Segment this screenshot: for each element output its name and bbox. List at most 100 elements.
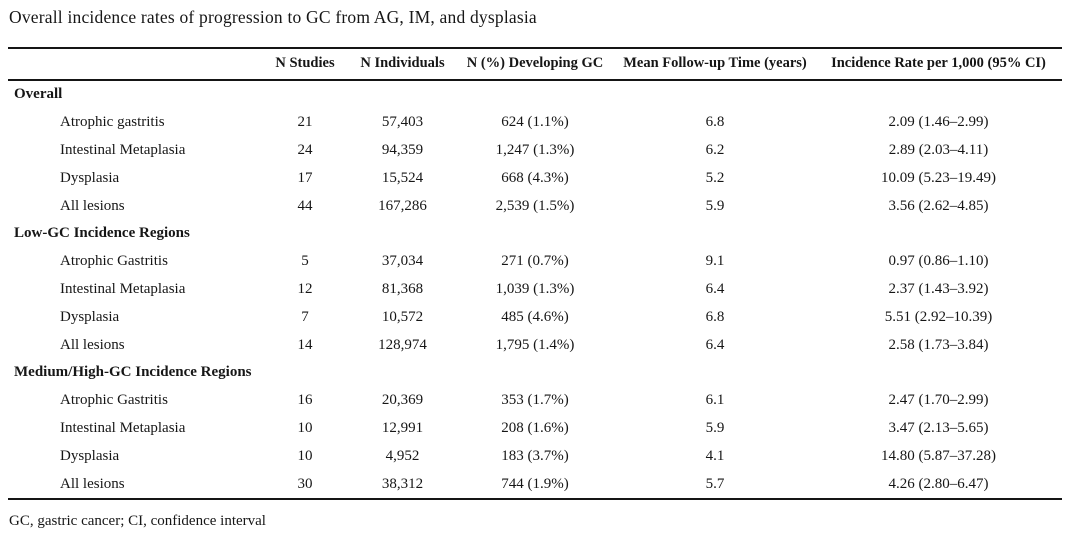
cell-incidence-rate: 5.51 (2.92–10.39) [884,308,993,325]
section-label: Medium/High-GC Incidence Regions [14,364,252,381]
cell-incidence-rate: 2.58 (1.73–3.84) [888,336,989,353]
cell-n-individuals: 37,034 [381,253,424,270]
cell-developing-gc: 1,039 (1.3%) [495,280,575,297]
cell-developing-gc: 1,247 (1.3%) [495,141,575,158]
col-header-developing-gc: N (%) Developing GC [455,47,615,81]
header-row: N Studies N Individuals N (%) Developing… [8,47,1062,81]
cell-lesion-label: Atrophic gastritis [60,114,165,131]
table-row: All lesions 44 167,286 2,539 (1.5%) 5.9 … [8,192,1062,220]
table-title: Overall incidence rates of progression t… [9,7,537,27]
col-header-n-studies: N Studies [260,47,350,81]
cell-developing-gc: 208 (1.6%) [501,419,569,436]
table-body: Overall Atrophic gastritis 21 57,403 624… [8,80,1062,500]
cell-followup: 6.8 [705,308,725,325]
cell-developing-gc: 271 (0.7%) [501,253,569,270]
cell-n-studies: 44 [297,197,313,214]
cell-n-individuals: 15,524 [381,169,424,186]
abbreviations-footnote: GC, gastric cancer; CI, confidence inter… [9,512,266,529]
cell-incidence-rate: 2.37 (1.43–3.92) [888,280,989,297]
table-row: Atrophic Gastritis 5 37,034 271 (0.7%) 9… [8,248,1062,276]
cell-developing-gc: 183 (3.7%) [501,447,569,464]
incidence-table: N Studies N Individuals N (%) Developing… [8,47,1062,500]
cell-followup: 6.8 [705,114,725,131]
cell-developing-gc: 668 (4.3%) [501,169,569,186]
cell-n-individuals: 20,369 [381,392,424,409]
cell-n-studies: 17 [297,169,313,186]
cell-lesion-label: All lesions [8,470,260,500]
cell-n-individuals: 94,359 [381,141,424,158]
cell-n-studies: 12 [297,280,313,297]
cell-developing-gc: 744 (1.9%) [455,470,615,500]
cell-lesion-label: Intestinal Metaplasia [60,280,186,297]
cell-followup: 4.1 [705,447,725,464]
cell-n-studies: 7 [301,308,309,325]
table-row: All lesions 14 128,974 1,795 (1.4%) 6.4 … [8,331,1062,359]
cell-n-studies: 14 [297,336,313,353]
col-header-lesion [8,47,260,81]
cell-followup: 5.2 [705,169,725,186]
cell-n-individuals: 128,974 [378,336,427,353]
cell-followup: 5.9 [705,197,725,214]
cell-n-studies: 21 [297,114,313,131]
section-row-medium-high-gc: Medium/High-GC Incidence Regions [8,359,1062,387]
cell-followup: 6.4 [705,280,725,297]
cell-incidence-rate: 2.47 (1.70–2.99) [888,392,989,409]
table-row: Atrophic gastritis 21 57,403 624 (1.1%) … [8,109,1062,137]
table-row: Atrophic Gastritis 16 20,369 353 (1.7%) … [8,387,1062,415]
cell-n-individuals: 81,368 [381,280,424,297]
cell-incidence-rate: 10.09 (5.23–19.49) [881,169,996,186]
cell-n-studies: 5 [301,253,309,270]
cell-n-individuals: 57,403 [381,114,424,131]
cell-incidence-rate: 3.47 (2.13–5.65) [888,419,989,436]
cell-lesion-label: Atrophic Gastritis [60,253,168,270]
table-row: Intestinal Metaplasia 10 12,991 208 (1.6… [8,415,1062,443]
cell-followup: 9.1 [705,253,725,270]
cell-incidence-rate: 0.97 (0.86–1.10) [888,253,989,270]
cell-developing-gc: 353 (1.7%) [501,392,569,409]
cell-lesion-label: All lesions [60,197,125,214]
cell-lesion-label: Atrophic Gastritis [60,392,168,409]
cell-n-individuals: 12,991 [381,419,424,436]
cell-followup: 6.2 [705,141,725,158]
section-label: Overall [14,86,63,103]
col-header-n-individuals: N Individuals [350,47,455,81]
cell-developing-gc: 485 (4.6%) [501,308,569,325]
cell-followup: 5.7 [615,470,815,500]
col-header-incidence-rate: Incidence Rate per 1,000 (95% CI) [815,47,1062,81]
table-row: Dysplasia 17 15,524 668 (4.3%) 5.2 10.09… [8,164,1062,192]
cell-n-individuals: 38,312 [350,470,455,500]
section-row-low-gc: Low-GC Incidence Regions [8,220,1062,248]
table-header: N Studies N Individuals N (%) Developing… [8,47,1062,81]
section-label: Low-GC Incidence Regions [14,225,190,242]
cell-n-studies: 24 [297,141,313,158]
cell-followup: 6.1 [705,392,725,409]
cell-n-studies: 30 [260,470,350,500]
cell-n-individuals: 10,572 [381,308,424,325]
cell-lesion-label: Intestinal Metaplasia [60,141,186,158]
table-row: Dysplasia 7 10,572 485 (4.6%) 6.8 5.51 (… [8,303,1062,331]
cell-n-studies: 10 [297,447,313,464]
cell-lesion-label: All lesions [60,336,125,353]
cell-lesion-label: Dysplasia [60,169,120,186]
cell-followup: 6.4 [705,336,725,353]
cell-incidence-rate: 4.26 (2.80–6.47) [815,470,1062,500]
cell-incidence-rate: 14.80 (5.87–37.28) [881,447,996,464]
table-row: Dysplasia 10 4,952 183 (3.7%) 4.1 14.80 … [8,442,1062,470]
cell-incidence-rate: 2.89 (2.03–4.11) [888,141,989,158]
cell-developing-gc: 2,539 (1.5%) [495,197,575,214]
cell-lesion-label: Dysplasia [60,308,120,325]
table-row: All lesions 30 38,312 744 (1.9%) 5.7 4.2… [8,470,1062,500]
section-row-overall: Overall [8,80,1062,109]
cell-developing-gc: 624 (1.1%) [501,114,569,131]
table-row: Intestinal Metaplasia 12 81,368 1,039 (1… [8,276,1062,304]
cell-n-studies: 10 [297,419,313,436]
cell-incidence-rate: 3.56 (2.62–4.85) [888,197,989,214]
cell-lesion-label: Intestinal Metaplasia [60,419,186,436]
cell-n-individuals: 167,286 [378,197,427,214]
cell-incidence-rate: 2.09 (1.46–2.99) [888,114,989,131]
cell-n-individuals: 4,952 [385,447,420,464]
table-row: Intestinal Metaplasia 24 94,359 1,247 (1… [8,137,1062,165]
cell-lesion-label: Dysplasia [60,447,120,464]
cell-developing-gc: 1,795 (1.4%) [495,336,575,353]
